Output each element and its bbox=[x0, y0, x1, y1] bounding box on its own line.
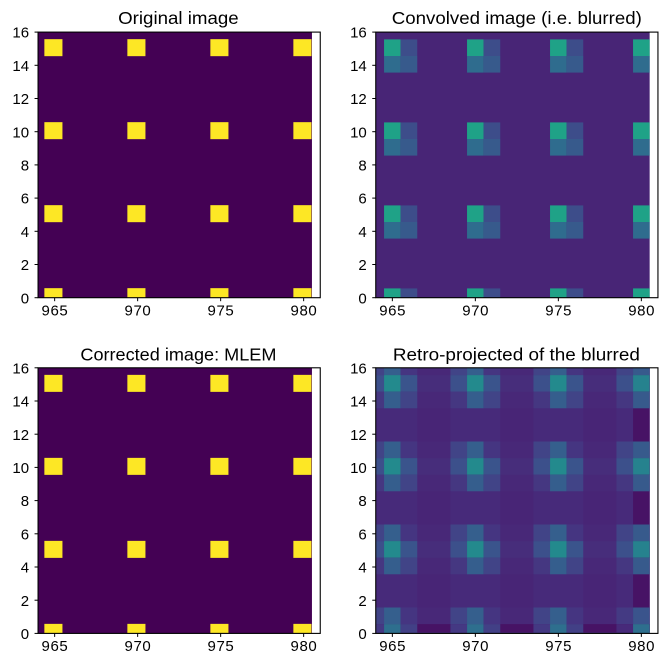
svg-text:980: 980 bbox=[291, 303, 317, 320]
svg-text:6: 6 bbox=[358, 526, 366, 543]
svg-text:970: 970 bbox=[125, 638, 151, 655]
svg-text:12: 12 bbox=[12, 427, 29, 444]
svg-text:16: 16 bbox=[12, 360, 29, 377]
svg-text:6: 6 bbox=[21, 191, 29, 208]
svg-text:8: 8 bbox=[358, 158, 366, 175]
svg-text:970: 970 bbox=[462, 638, 488, 655]
svg-text:12: 12 bbox=[350, 91, 367, 108]
svg-text:970: 970 bbox=[125, 303, 151, 320]
svg-text:2: 2 bbox=[358, 593, 366, 610]
svg-text:10: 10 bbox=[350, 124, 367, 141]
svg-text:975: 975 bbox=[545, 303, 571, 320]
svg-text:16: 16 bbox=[12, 25, 29, 42]
svg-text:980: 980 bbox=[291, 638, 317, 655]
svg-text:4: 4 bbox=[358, 224, 366, 241]
svg-text:2: 2 bbox=[358, 257, 366, 274]
svg-text:0: 0 bbox=[358, 626, 366, 643]
svg-text:6: 6 bbox=[21, 526, 29, 543]
svg-text:8: 8 bbox=[21, 493, 29, 510]
svg-text:2: 2 bbox=[21, 593, 29, 610]
svg-text:4: 4 bbox=[21, 560, 29, 577]
svg-text:14: 14 bbox=[350, 394, 367, 411]
svg-text:16: 16 bbox=[350, 25, 367, 42]
svg-text:0: 0 bbox=[21, 290, 29, 307]
svg-text:0: 0 bbox=[358, 290, 366, 307]
svg-text:2: 2 bbox=[21, 257, 29, 274]
svg-text:965: 965 bbox=[379, 638, 405, 655]
svg-text:16: 16 bbox=[350, 360, 367, 377]
svg-text:965: 965 bbox=[42, 638, 68, 655]
svg-text:Retro-projected of the blurred: Retro-projected of the blurred bbox=[393, 345, 640, 365]
svg-text:Corrected image: MLEM: Corrected image: MLEM bbox=[80, 345, 276, 365]
svg-text:12: 12 bbox=[12, 91, 29, 108]
svg-text:14: 14 bbox=[12, 58, 29, 75]
svg-text:970: 970 bbox=[462, 303, 488, 320]
svg-text:10: 10 bbox=[12, 124, 29, 141]
svg-text:6: 6 bbox=[358, 191, 366, 208]
svg-text:14: 14 bbox=[12, 394, 29, 411]
svg-text:8: 8 bbox=[358, 493, 366, 510]
svg-text:4: 4 bbox=[358, 560, 366, 577]
svg-text:10: 10 bbox=[12, 460, 29, 477]
svg-text:975: 975 bbox=[208, 303, 234, 320]
svg-text:980: 980 bbox=[628, 303, 654, 320]
svg-text:10: 10 bbox=[350, 460, 367, 477]
svg-text:8: 8 bbox=[21, 158, 29, 175]
svg-text:12: 12 bbox=[350, 427, 367, 444]
svg-text:975: 975 bbox=[208, 638, 234, 655]
svg-text:965: 965 bbox=[379, 303, 405, 320]
svg-text:0: 0 bbox=[21, 626, 29, 643]
svg-text:Original image: Original image bbox=[118, 8, 239, 28]
svg-text:Convolved image (i.e. blurred): Convolved image (i.e. blurred) bbox=[392, 8, 642, 28]
svg-text:4: 4 bbox=[21, 224, 29, 241]
svg-text:14: 14 bbox=[350, 58, 367, 75]
svg-text:980: 980 bbox=[628, 638, 654, 655]
svg-text:965: 965 bbox=[42, 303, 68, 320]
svg-text:975: 975 bbox=[545, 638, 571, 655]
